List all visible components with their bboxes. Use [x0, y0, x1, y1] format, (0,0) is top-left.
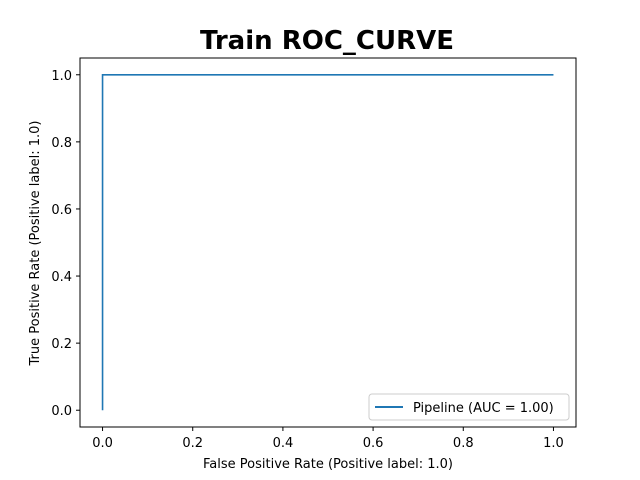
legend: Pipeline (AUC = 1.00) [368, 393, 570, 421]
y-tick-label: 0.8 [51, 136, 72, 151]
legend-label: Pipeline (AUC = 1.00) [413, 401, 554, 416]
x-tick-label: 0.8 [453, 436, 474, 451]
x-tick-label: 0.2 [182, 436, 203, 451]
x-tick-label: 1.0 [543, 436, 564, 451]
y-axis-ticks: 0.0 0.2 0.4 0.6 0.8 1.0 [51, 69, 80, 419]
y-tick-label: 0.4 [51, 270, 72, 285]
x-tick-label: 0.4 [273, 436, 294, 451]
x-tick-label: 0.0 [92, 436, 113, 451]
chart-title: Train ROC_CURVE [200, 26, 454, 56]
x-axis-label: False Positive Rate (Positive label: 1.0… [203, 457, 453, 472]
x-tick-label: 0.6 [363, 436, 384, 451]
y-tick-label: 0.0 [51, 404, 72, 419]
series-layer [101, 73, 554, 411]
y-tick-label: 0.2 [51, 337, 72, 352]
plot-area [79, 57, 577, 428]
y-tick-label: 0.6 [51, 203, 72, 218]
x-axis-ticks: 0.0 0.2 0.4 0.6 0.8 1.0 [92, 427, 564, 451]
y-tick-label: 1.0 [51, 69, 72, 84]
y-axis-label: True Positive Rate (Positive label: 1.0) [28, 121, 43, 367]
legend-box [368, 393, 570, 421]
series-line-0 [101, 73, 554, 411]
